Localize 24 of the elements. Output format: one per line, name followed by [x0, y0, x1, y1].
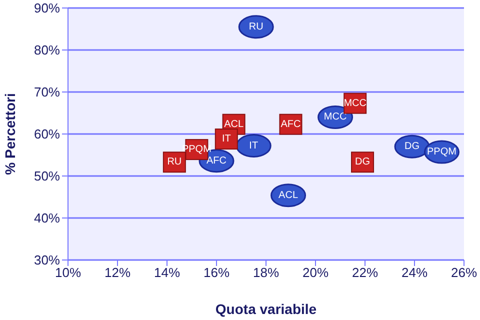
data-label: RU [167, 156, 182, 168]
data-label: DG [355, 156, 370, 168]
data-label: ACL [224, 118, 244, 130]
x-tick-label: 16% [203, 265, 230, 280]
y-tick-label: 80% [34, 42, 60, 58]
y-tick-label: 90% [34, 0, 60, 16]
x-axis-title: Quota variabile [215, 301, 317, 317]
x-tick-label: 24% [401, 265, 428, 280]
y-tick-label: 60% [34, 126, 60, 142]
y-tick-label: 50% [34, 168, 60, 184]
x-tick-label: 20% [302, 265, 329, 280]
x-tick-label: 12% [104, 265, 131, 280]
data-label: MCC [344, 98, 366, 109]
data-label: AFC [280, 118, 301, 130]
y-tick-label: 70% [34, 84, 60, 100]
y-tick-label: 30% [34, 252, 60, 268]
y-tick-label: 40% [34, 210, 60, 226]
data-label: IT [222, 134, 231, 145]
x-tick-label: 10% [54, 265, 82, 280]
y-axis-title: % Percettori [2, 93, 18, 175]
x-tick-label: 22% [352, 265, 378, 280]
x-tick-label: 14% [154, 265, 180, 280]
x-tick-label: 18% [252, 265, 280, 280]
x-tick-label: 26% [450, 265, 478, 280]
